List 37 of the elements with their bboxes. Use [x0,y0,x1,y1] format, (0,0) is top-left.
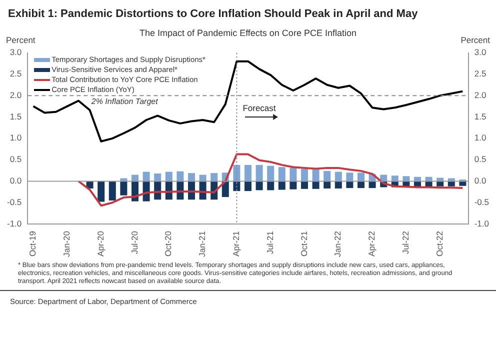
x-tick-label: Apr-22 [366,230,377,257]
y2-tick-label: 2.5 [474,68,486,79]
y2-tick-label: 1.0 [474,132,486,143]
y-tick-label: 2.5 [10,68,22,79]
y-tick-label: 1.5 [10,111,22,122]
x-tick-label: Apr-20 [95,230,106,257]
y2-tick-label: -0.5 [474,196,490,207]
y2-tick-label: 1.5 [474,111,486,122]
x-tick-label: Jan-20 [62,230,72,258]
y2-tick-label: 3.0 [474,47,486,58]
y-tick-label: -1.0 [6,218,22,228]
x-tick-label: Oct-20 [163,230,174,257]
annotation: Forecast [242,102,276,113]
ref-line-label: 2% Inflation Target [90,96,159,106]
y-tick-label: -0.5 [6,196,22,207]
y-tick-label: 3.0 [10,47,22,58]
chart-subtitle: The Impact of Pandemic Effects on Core PCE Inflation [140,28,356,38]
y2-tick-label: -1.0 [474,218,490,228]
y-axis-title: Percent [6,34,36,45]
x-tick-label: Jul-22 [400,230,411,254]
y-tick-label: 1.0 [10,132,22,143]
x-tick-label: Jul-21 [264,230,275,254]
y2-tick-label: 2.0 [474,90,486,100]
y-tick-label: 2.0 [10,90,22,100]
x-tick-label: Oct-21 [298,230,309,257]
y2-tick-label: 0.0 [474,176,486,186]
y-tick-label: 0.5 [10,154,22,164]
x-tick-label: Apr-21 [231,230,242,257]
x-tick-label: Jan-21 [197,230,208,258]
x-tick-label: Oct-19 [28,230,38,257]
y2-axis-title: Percent [460,34,491,45]
y2-tick-label: 0.5 [474,154,486,164]
chart-title: Exhibit 1: Pandemic Distortions to Core Inflation Should Peak in April and May [7,7,419,22]
x-tick-label: Jul-20 [129,230,140,254]
y-tick-label: 0.0 [10,176,22,186]
x-tick-label: Oct-22 [434,230,444,257]
x-tick-label: Jan-22 [332,230,343,258]
